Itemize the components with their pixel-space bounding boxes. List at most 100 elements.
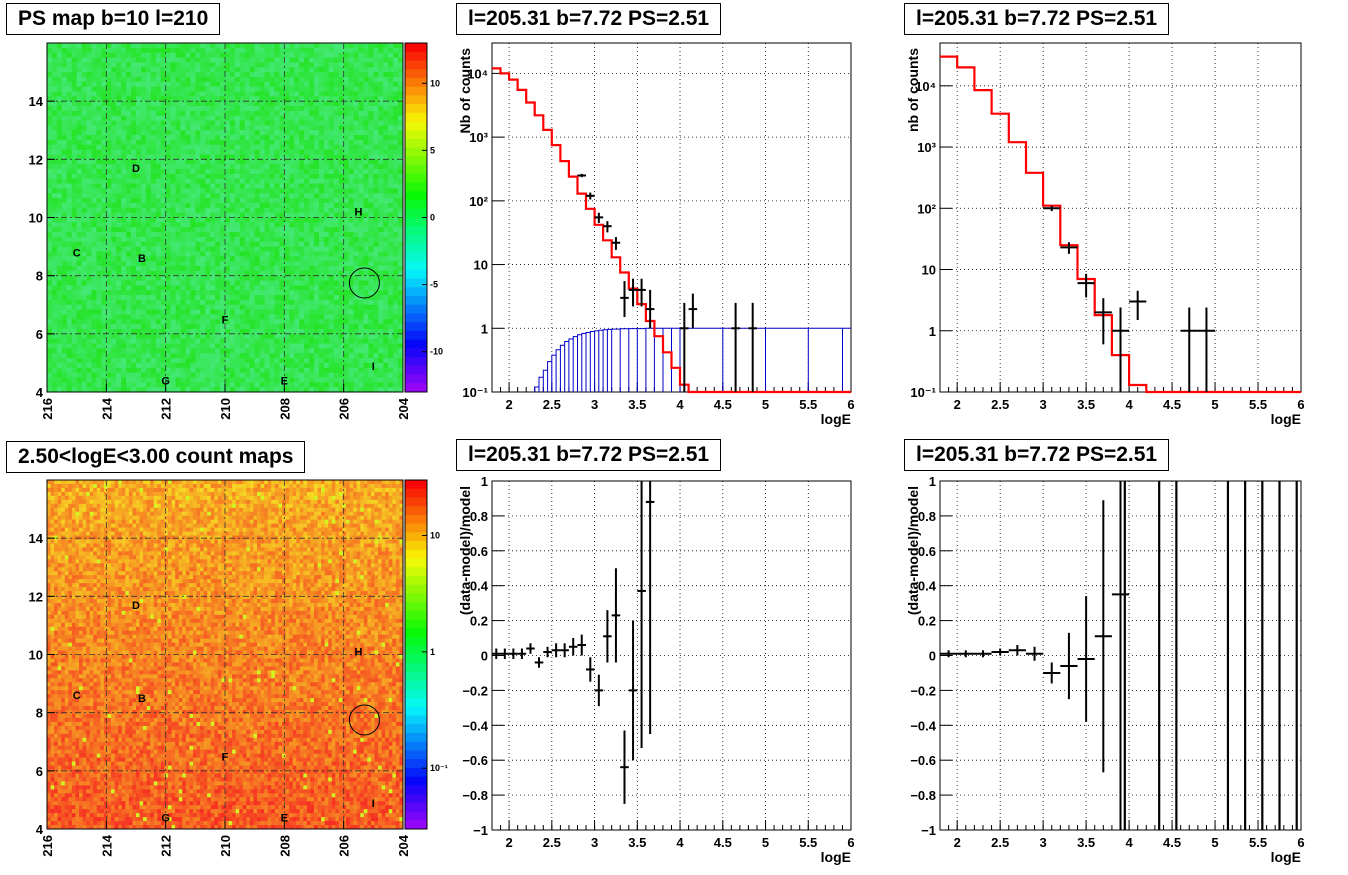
ps_map-cell: [333, 241, 340, 247]
ps_map-cell: [185, 178, 191, 184]
ps_map-cell: [140, 246, 147, 252]
ps_map-cell: [378, 387, 384, 393]
ps_map-cell: [86, 67, 92, 73]
ps_map-cell: [368, 43, 374, 49]
ps_map-cell: [150, 338, 157, 344]
ps_map-cell: [150, 246, 157, 252]
ps_map-cell: [180, 130, 186, 136]
ps_map-cell: [51, 285, 58, 291]
ps_map-cell: [140, 270, 147, 277]
ps_map-cell: [304, 43, 310, 49]
ps_map-cell: [299, 47, 305, 54]
ps_map-cell: [145, 246, 152, 252]
ps_map-cell: [279, 333, 285, 340]
ps_map-cell: [101, 222, 107, 228]
ps_map-cell: [111, 96, 117, 102]
ps_map-cell: [333, 246, 340, 252]
ps_map-cell: [363, 198, 369, 204]
ps_map-cell: [91, 91, 97, 97]
ps_map-cell: [215, 101, 221, 107]
ps_map-cell: [136, 202, 142, 209]
ps_map-cell: [333, 387, 340, 393]
ps_map-cell: [244, 358, 251, 364]
ps_map-cell: [229, 246, 236, 252]
ps_map-cell: [61, 358, 68, 364]
ps_map-cell: [383, 236, 389, 243]
ps_map-cell: [289, 372, 295, 378]
ps_map-cell: [328, 125, 335, 131]
ps_map-cell: [195, 319, 201, 325]
ps_map-cell: [239, 295, 246, 301]
ps_map-cell: [76, 348, 83, 354]
ps_map-cell: [160, 154, 167, 160]
ps_map-cell: [76, 241, 83, 247]
ps_map-cell: [96, 362, 102, 369]
ps_map-cell: [328, 139, 335, 146]
ps_map-cell: [210, 387, 216, 393]
ps_map-cell: [205, 144, 211, 151]
ps_map-cell: [126, 57, 132, 63]
ps_map-cell: [200, 246, 206, 252]
ps_map-cell: [383, 348, 389, 354]
ps_map-cell: [244, 120, 251, 126]
ps_map-cell: [239, 362, 246, 369]
ps_map-cell: [56, 382, 63, 388]
ps_map-cell: [274, 169, 280, 175]
ps_map-cell: [165, 353, 172, 359]
ps_map-cell: [353, 270, 359, 277]
ps_map-cell: [116, 57, 122, 63]
ps_map-cell: [180, 309, 186, 315]
ps_map-cell: [318, 382, 325, 388]
ps_map-cell: [314, 382, 320, 388]
ps_map-cell: [61, 178, 68, 184]
ps_map-cell: [91, 227, 97, 233]
ps_map-cell: [368, 236, 374, 243]
ps_map-cell: [358, 86, 364, 92]
ps_map-cell: [353, 367, 359, 374]
ps_map-cell: [294, 149, 300, 155]
ps_map-cell: [66, 348, 73, 354]
ps_map-cell: [363, 120, 369, 126]
ps_map-cell: [47, 139, 53, 146]
ps_map-cell: [150, 270, 157, 277]
ps_map-cell: [47, 387, 53, 393]
ps_map-cell: [348, 236, 354, 243]
ps_map-cell: [205, 193, 211, 199]
ps_map-cell: [116, 275, 122, 281]
ps_map-cell: [205, 173, 211, 180]
ps_map-cell: [314, 241, 320, 247]
ps_map-cell: [165, 135, 172, 141]
ps_map-cell: [279, 319, 285, 325]
ps_map-cell: [259, 43, 265, 49]
ps_map-cell: [363, 319, 369, 325]
ps_map-cell: [111, 67, 117, 73]
ps_map-cell: [165, 333, 172, 340]
ps_map-cell: [244, 169, 251, 175]
ps_map-cell: [86, 43, 92, 49]
ps_map-cell: [338, 227, 345, 233]
ps_map-cell: [131, 324, 137, 330]
ps_map-cell: [244, 372, 251, 378]
ps_map-cell: [239, 62, 246, 68]
ps_map-cell: [136, 372, 142, 378]
ps_map-cell: [140, 299, 147, 306]
ps_map-cell: [175, 236, 181, 243]
ps_map-cell: [338, 159, 345, 165]
ps_map-cell: [210, 135, 216, 141]
ps_map-cell: [175, 110, 181, 117]
ps_map-cell: [338, 207, 345, 214]
ps_map-cell: [239, 135, 246, 141]
ps_map-cell: [185, 295, 191, 301]
ps_map-cell: [170, 169, 176, 175]
ps_map-cell: [383, 261, 389, 267]
ps_map-cell: [86, 212, 92, 218]
ps_map-cell: [170, 251, 176, 257]
ps_map-cell: [383, 154, 389, 160]
ps_map-cell: [210, 280, 216, 286]
ps_map-cell: [304, 251, 310, 257]
ps_map-cell: [195, 173, 201, 180]
ps_map-cell: [145, 47, 152, 54]
ps_map-cell: [234, 110, 241, 117]
ps_map-cell: [333, 295, 340, 301]
ps_map-cell: [101, 212, 107, 218]
